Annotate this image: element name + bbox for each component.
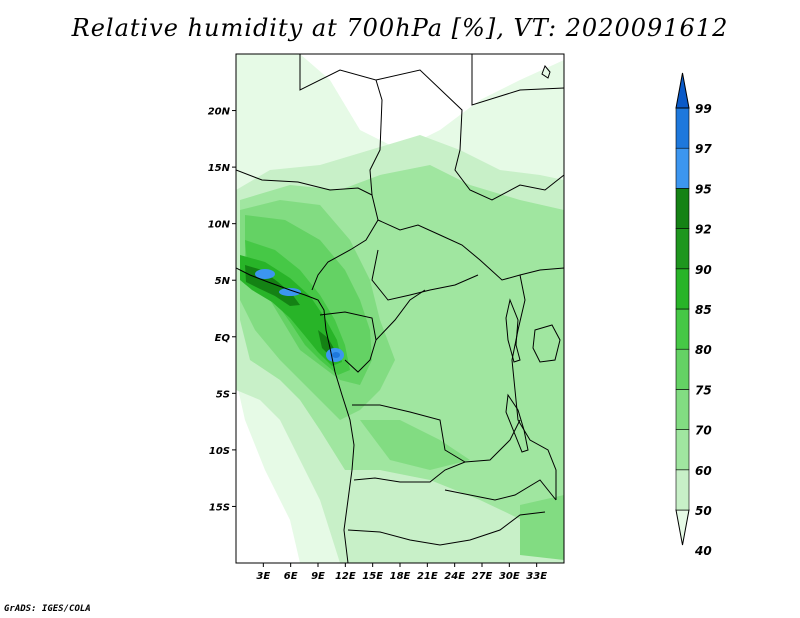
border-line: [375, 69, 564, 201]
colorbar-label: 80: [695, 343, 712, 357]
colorbar-segment: [675, 107, 690, 149]
coastline: [236, 267, 355, 563]
lake-outline: [505, 393, 529, 453]
lat-tick-label: 15S: [209, 502, 230, 513]
border-line: [371, 249, 479, 301]
colorbar-segment: [675, 389, 690, 430]
border-line: [299, 54, 383, 196]
country-borders: [236, 54, 564, 563]
coastline: [541, 65, 551, 79]
lon-tick-label: 18E: [390, 571, 411, 582]
colorbar-label: 92: [695, 223, 712, 237]
colorbar-segment: [675, 348, 690, 390]
colorbar-label: 99: [695, 102, 712, 116]
map-title: Relative humidity at 700hPa [%], VT: 202…: [71, 14, 729, 42]
border-line: [377, 219, 564, 281]
lon-tick-label: 30E: [499, 571, 520, 582]
border-line: [347, 511, 546, 546]
colorbar-label: 50: [695, 504, 712, 518]
lat-tick-label: 10S: [209, 446, 230, 457]
colorbar: 99 97 95 92 90 85 80 75 70 60 50 40: [675, 72, 712, 558]
colorbar-segment: [675, 308, 690, 350]
lon-tick-label: 3E: [256, 571, 270, 582]
map-plot: [236, 54, 564, 563]
rh-97-patch: [332, 352, 340, 358]
border-line: [471, 54, 564, 106]
lat-tick-label: 5N: [215, 276, 231, 287]
lon-tick-label: 33E: [526, 571, 547, 582]
rh-92-region: [245, 265, 336, 358]
colorbar-label: 40: [694, 544, 712, 558]
humidity-field: [236, 54, 564, 563]
border-line: [444, 479, 557, 501]
colorbar-label: 97: [695, 142, 712, 156]
lon-tick-label: 9E: [311, 571, 325, 582]
lake-outline: [505, 298, 521, 363]
colorbar-segment: [675, 268, 690, 310]
colorbar-segment: [675, 147, 690, 189]
rh-95-patch: [255, 269, 275, 279]
colorbar-label: 90: [695, 263, 712, 277]
lon-tick-label: 15E: [362, 571, 383, 582]
rh-95-patch: [279, 288, 301, 296]
lat-tick-label: 15N: [208, 163, 231, 174]
colorbar-label: 95: [695, 182, 712, 196]
border-line: [236, 169, 379, 291]
colorbar-upper-extension: [675, 72, 690, 109]
colorbar-segment: [675, 469, 690, 511]
lat-tick-label: 20N: [208, 107, 231, 118]
lat-tick-label: EQ: [215, 333, 231, 344]
colorbar-label: 85: [695, 303, 712, 317]
lat-tick-label: 5S: [216, 389, 230, 400]
lake-outline: [532, 324, 561, 363]
colorbar-segment: [675, 228, 690, 270]
lon-tick-label: 6E: [284, 571, 298, 582]
colorbar-label: 60: [695, 464, 712, 478]
colorbar-label: 75: [695, 383, 712, 397]
lat-tick-label: 10N: [208, 220, 231, 231]
colorbar-label: 70: [695, 424, 712, 438]
border-line: [511, 274, 557, 500]
border-line: [353, 461, 466, 483]
lon-tick-label: 27E: [472, 571, 493, 582]
lon-tick-label: 24E: [444, 571, 465, 582]
grads-credit: GrADS: IGES/COLA: [4, 604, 91, 614]
latitude-axis: 20N 15N 10N 5N EQ 5S 10S 15S: [208, 107, 236, 513]
lon-tick-label: 12E: [335, 571, 356, 582]
colorbar-segment: [675, 188, 690, 229]
lon-tick-label: 21E: [417, 571, 438, 582]
border-line: [352, 404, 521, 463]
longitude-axis: 3E 6E 9E 12E 15E 18E 21E 24E 27E 30E 33E: [256, 563, 547, 582]
border-line: [375, 289, 426, 341]
colorbar-lower-extension: [675, 509, 690, 546]
colorbar-segment: [675, 429, 690, 471]
